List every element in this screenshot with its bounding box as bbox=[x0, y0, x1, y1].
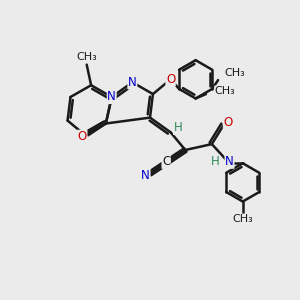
Text: N: N bbox=[128, 76, 137, 89]
Text: N: N bbox=[107, 91, 116, 103]
Text: O: O bbox=[166, 73, 175, 86]
Text: O: O bbox=[224, 116, 233, 128]
Text: CH₃: CH₃ bbox=[224, 68, 245, 78]
Text: N: N bbox=[225, 155, 234, 168]
Text: CH₃: CH₃ bbox=[76, 52, 97, 62]
Text: CH₃: CH₃ bbox=[215, 86, 236, 96]
Text: CH₃: CH₃ bbox=[232, 214, 253, 224]
Text: N: N bbox=[141, 169, 150, 182]
Text: C: C bbox=[162, 155, 170, 168]
Text: H: H bbox=[174, 122, 182, 134]
Text: H: H bbox=[210, 155, 219, 168]
Text: O: O bbox=[78, 130, 87, 143]
